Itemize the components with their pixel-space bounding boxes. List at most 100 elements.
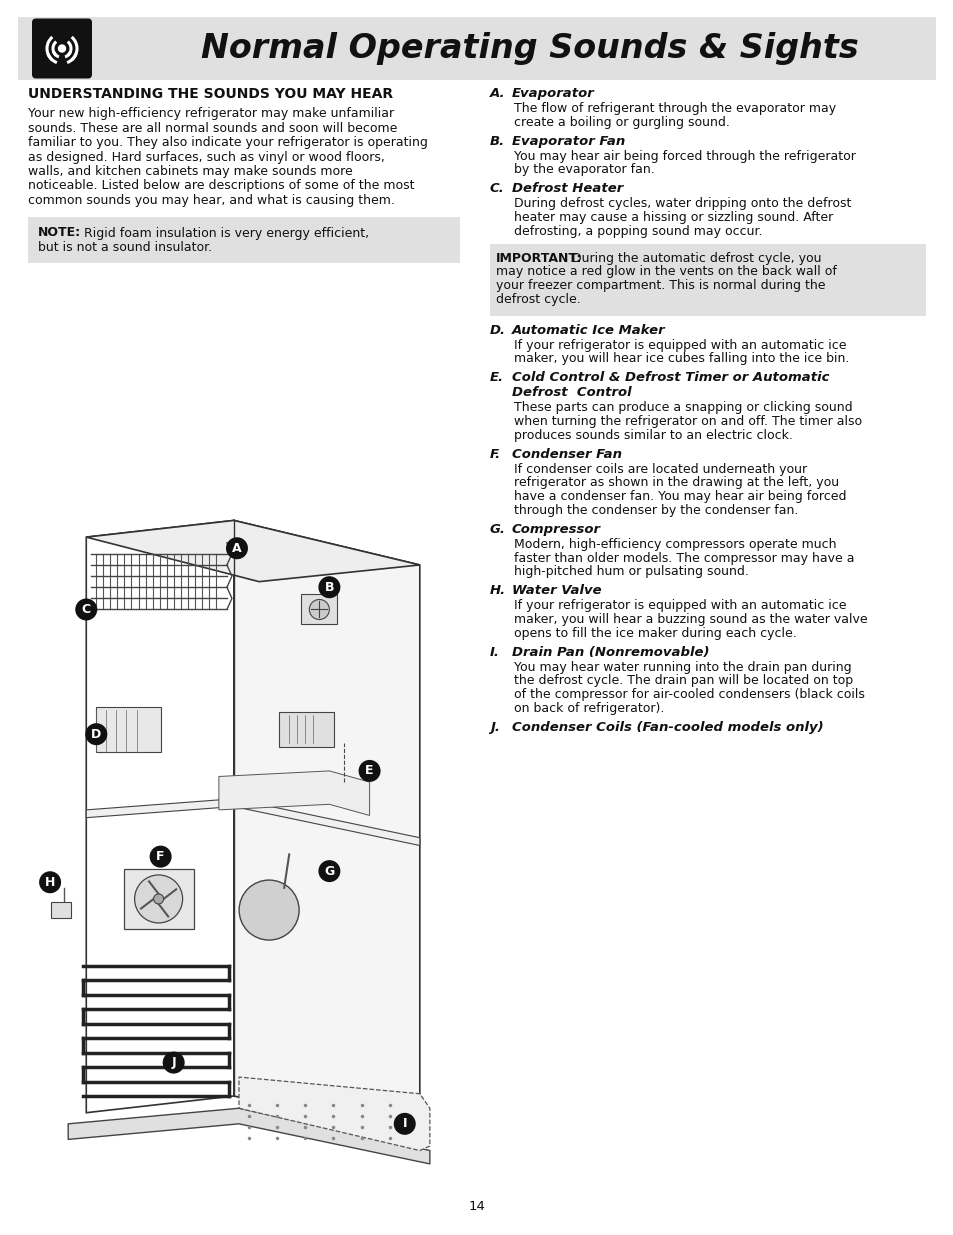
Text: J.: J. <box>490 721 499 734</box>
Text: Defrost Heater: Defrost Heater <box>512 183 622 195</box>
Bar <box>96 706 161 752</box>
Text: Water Valve: Water Valve <box>512 584 601 598</box>
Text: A: A <box>232 542 241 555</box>
Polygon shape <box>86 799 419 846</box>
Polygon shape <box>68 1108 430 1163</box>
Text: have a condenser fan. You may hear air being forced: have a condenser fan. You may hear air b… <box>514 490 845 503</box>
Text: During defrost cycles, water dripping onto the defrost: During defrost cycles, water dripping on… <box>514 198 850 210</box>
Text: D: D <box>91 727 101 741</box>
Text: maker, you will hear a buzzing sound as the water valve: maker, you will hear a buzzing sound as … <box>514 613 866 626</box>
Circle shape <box>239 881 299 940</box>
Text: of the compressor for air-cooled condensers (black coils: of the compressor for air-cooled condens… <box>514 688 864 701</box>
Bar <box>301 594 337 625</box>
Polygon shape <box>218 771 369 815</box>
Text: noticeable. Listed below are descriptions of some of the most: noticeable. Listed below are description… <box>28 179 414 193</box>
Text: familiar to you. They also indicate your refrigerator is operating: familiar to you. They also indicate your… <box>28 136 428 149</box>
Circle shape <box>134 874 182 923</box>
Text: G.: G. <box>490 522 505 536</box>
Text: B: B <box>324 580 334 594</box>
Text: high-pitched hum or pulsating sound.: high-pitched hum or pulsating sound. <box>514 566 748 578</box>
Circle shape <box>153 894 163 904</box>
Text: Evaporator: Evaporator <box>512 86 594 100</box>
Text: faster than older models. The compressor may have a: faster than older models. The compressor… <box>514 552 854 564</box>
Circle shape <box>309 599 329 620</box>
Circle shape <box>358 760 380 782</box>
Circle shape <box>39 871 61 893</box>
Text: produces sounds similar to an electric clock.: produces sounds similar to an electric c… <box>514 429 792 442</box>
Bar <box>490 243 925 316</box>
Bar <box>124 869 193 929</box>
Text: I: I <box>402 1118 407 1130</box>
Text: NOTE:: NOTE: <box>38 226 81 240</box>
Text: During the automatic defrost cycle, you: During the automatic defrost cycle, you <box>567 252 821 264</box>
Text: defrost cycle.: defrost cycle. <box>496 293 580 306</box>
Text: Drain Pan (Nonremovable): Drain Pan (Nonremovable) <box>512 646 709 658</box>
Circle shape <box>394 1113 416 1135</box>
Polygon shape <box>233 520 419 1141</box>
Text: D.: D. <box>490 324 505 337</box>
FancyBboxPatch shape <box>32 19 91 79</box>
Text: UNDERSTANDING THE SOUNDS YOU MAY HEAR: UNDERSTANDING THE SOUNDS YOU MAY HEAR <box>28 86 393 101</box>
Text: on back of refrigerator).: on back of refrigerator). <box>514 701 663 715</box>
Text: walls, and kitchen cabinets may make sounds more: walls, and kitchen cabinets may make sou… <box>28 165 353 178</box>
Text: Automatic Ice Maker: Automatic Ice Maker <box>512 324 665 337</box>
Text: C: C <box>82 603 91 616</box>
Text: Modern, high-efficiency compressors operate much: Modern, high-efficiency compressors oper… <box>514 537 836 551</box>
Bar <box>28 216 459 263</box>
Text: If your refrigerator is equipped with an automatic ice: If your refrigerator is equipped with an… <box>514 599 845 613</box>
Text: heater may cause a hissing or sizzling sound. After: heater may cause a hissing or sizzling s… <box>514 211 832 224</box>
Text: may notice a red glow in the vents on the back wall of: may notice a red glow in the vents on th… <box>496 266 836 278</box>
Text: H.: H. <box>490 584 506 598</box>
Bar <box>279 711 334 747</box>
Polygon shape <box>86 520 233 1113</box>
Text: as designed. Hard surfaces, such as vinyl or wood floors,: as designed. Hard surfaces, such as viny… <box>28 151 384 163</box>
Text: If your refrigerator is equipped with an automatic ice: If your refrigerator is equipped with an… <box>514 338 845 352</box>
Text: J: J <box>172 1056 175 1070</box>
Circle shape <box>318 860 340 882</box>
Text: G: G <box>324 864 335 878</box>
Circle shape <box>163 1051 185 1073</box>
Text: the defrost cycle. The drain pan will be located on top: the defrost cycle. The drain pan will be… <box>514 674 852 688</box>
Text: defrosting, a popping sound may occur.: defrosting, a popping sound may occur. <box>514 225 761 238</box>
Text: Evaporator Fan: Evaporator Fan <box>512 135 624 148</box>
Text: B.: B. <box>490 135 504 148</box>
Text: These parts can produce a snapping or clicking sound: These parts can produce a snapping or cl… <box>514 401 852 414</box>
Text: IMPORTANT:: IMPORTANT: <box>496 252 581 264</box>
Text: common sounds you may hear, and what is causing them.: common sounds you may hear, and what is … <box>28 194 395 207</box>
Circle shape <box>318 577 340 598</box>
Text: E.: E. <box>490 372 503 384</box>
Text: maker, you will hear ice cubes falling into the ice bin.: maker, you will hear ice cubes falling i… <box>514 352 848 366</box>
Text: your freezer compartment. This is normal during the: your freezer compartment. This is normal… <box>496 279 824 293</box>
Text: by the evaporator fan.: by the evaporator fan. <box>514 163 654 177</box>
Text: Rigid foam insulation is very energy efficient,: Rigid foam insulation is very energy eff… <box>76 226 369 240</box>
Text: when turning the refrigerator on and off. The timer also: when turning the refrigerator on and off… <box>514 415 862 429</box>
Text: 14: 14 <box>468 1200 485 1214</box>
Text: through the condenser by the condenser fan.: through the condenser by the condenser f… <box>514 504 798 517</box>
Text: but is not a sound insulator.: but is not a sound insulator. <box>38 241 212 254</box>
Text: Defrost  Control: Defrost Control <box>512 387 631 399</box>
Circle shape <box>226 537 248 559</box>
Text: Cold Control & Defrost Timer or Automatic: Cold Control & Defrost Timer or Automati… <box>512 372 828 384</box>
Circle shape <box>150 846 172 868</box>
Text: C.: C. <box>490 183 504 195</box>
Circle shape <box>75 599 97 620</box>
Text: H: H <box>45 876 55 889</box>
Text: Compressor: Compressor <box>512 522 600 536</box>
Text: sounds. These are all normal sounds and soon will become: sounds. These are all normal sounds and … <box>28 121 397 135</box>
Text: If condenser coils are located underneath your: If condenser coils are located underneat… <box>514 463 806 475</box>
Text: A.: A. <box>490 86 505 100</box>
Text: I.: I. <box>490 646 499 658</box>
Text: You may hear air being forced through the refrigerator: You may hear air being forced through th… <box>514 149 855 163</box>
Bar <box>18 17 935 80</box>
Text: refrigerator as shown in the drawing at the left, you: refrigerator as shown in the drawing at … <box>514 477 839 489</box>
Text: Condenser Fan: Condenser Fan <box>512 447 621 461</box>
Text: The flow of refrigerant through the evaporator may: The flow of refrigerant through the evap… <box>514 103 835 115</box>
Bar <box>51 902 71 918</box>
Polygon shape <box>238 1077 430 1151</box>
Text: opens to fill the ice maker during each cycle.: opens to fill the ice maker during each … <box>514 627 796 640</box>
Polygon shape <box>86 520 419 582</box>
Text: E: E <box>365 764 374 777</box>
Text: create a boiling or gurgling sound.: create a boiling or gurgling sound. <box>514 116 729 128</box>
Text: Condenser Coils (Fan-cooled models only): Condenser Coils (Fan-cooled models only) <box>512 721 822 734</box>
Text: F: F <box>156 850 165 863</box>
